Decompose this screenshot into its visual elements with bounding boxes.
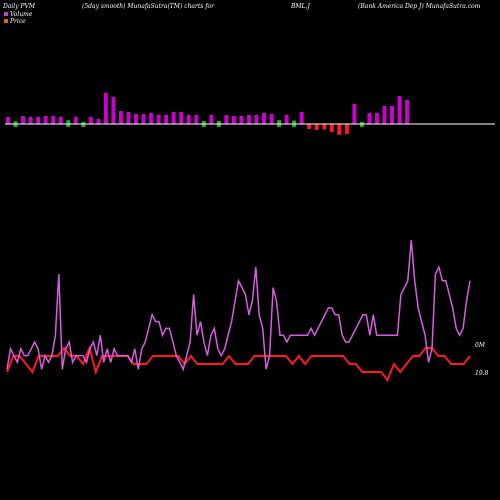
volume-bar [186, 115, 191, 124]
volume-bar [209, 115, 214, 124]
volume-bar [96, 119, 101, 124]
volume-bar [58, 117, 63, 124]
volume-bar [156, 115, 161, 124]
volume-bar [367, 113, 372, 124]
volume-bar [36, 117, 41, 124]
volume-bar [269, 114, 274, 124]
volume-bar [352, 104, 357, 124]
volume-bar [405, 100, 410, 124]
volume-bar [43, 116, 48, 124]
legend-price-label: Price [9, 18, 26, 25]
header-left: Daily PVM [2, 3, 36, 10]
volume-bar [337, 124, 342, 135]
volume-bar [73, 117, 78, 124]
volume-bar [314, 124, 319, 130]
volume-bar [179, 112, 184, 124]
legend-price-swatch [4, 19, 8, 23]
volume-bar [299, 112, 304, 124]
volume-bar [111, 97, 116, 124]
volume-bar [134, 114, 138, 124]
header-ticker: BML.J [290, 3, 310, 10]
volume-bar [6, 117, 10, 124]
volume-bar [284, 115, 289, 124]
volume-bar [397, 96, 402, 124]
volume-bar [149, 113, 154, 124]
legend-volume-swatch [4, 12, 8, 16]
volume-bar [390, 106, 394, 124]
volume-bar [344, 124, 349, 134]
volume-bar [88, 117, 93, 124]
volume-bar [126, 112, 131, 124]
volume-bar [171, 112, 176, 124]
volume-bar [254, 115, 259, 124]
volume-bar [119, 111, 123, 124]
volume-bar [164, 115, 169, 124]
header-right: (Bank America Dep J) MunafaSutra.com [358, 3, 481, 10]
price-end-label: 19.8 [475, 370, 489, 377]
volume-bar [51, 116, 56, 124]
volume-bar [194, 115, 199, 124]
volume-line [6, 239, 471, 372]
volume-bar [329, 124, 334, 133]
volume-bar [141, 114, 146, 124]
header-subtitle: (5day smooth) MunafaSutra(TM) charts for [82, 3, 215, 10]
volume-bar [28, 117, 33, 124]
volume-bar [103, 93, 108, 124]
volume-bar [21, 116, 26, 124]
volume-bar [375, 113, 379, 124]
volume-bar [231, 116, 236, 124]
volume-bar [307, 124, 312, 129]
volume-end-label: 0M [475, 342, 486, 349]
volume-bar [247, 115, 251, 124]
volume-bar [262, 113, 266, 124]
volume-bar [382, 106, 387, 124]
volume-bar [239, 116, 244, 124]
legend-volume-label: Volume [10, 11, 33, 18]
volume-bar [322, 124, 327, 130]
volume-bar [224, 115, 229, 124]
volume-bars [6, 93, 410, 135]
price-line [6, 344, 471, 382]
